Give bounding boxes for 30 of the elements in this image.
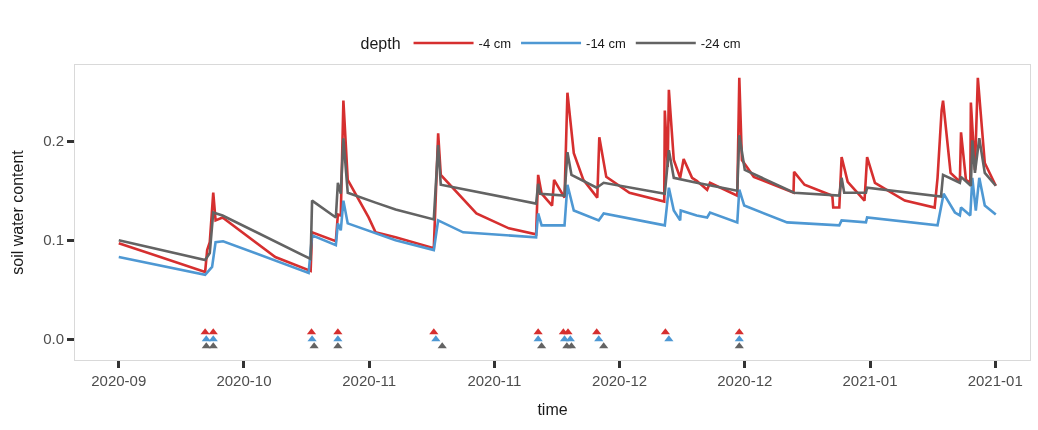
x-tick-label: 2021-01: [842, 372, 898, 389]
point: [208, 335, 218, 342]
point: [537, 342, 547, 349]
legend-label: -14 cm: [586, 36, 626, 52]
point: [437, 342, 447, 349]
point: [565, 335, 575, 342]
point: [734, 335, 744, 342]
y-tick-label: 0.0: [43, 330, 64, 348]
x-tick-label: 2020-11: [342, 372, 397, 389]
x-tick-label: 2020-11: [467, 372, 522, 389]
point: [208, 342, 218, 349]
x-tick-label: 2020-12: [717, 372, 773, 389]
line-series: [117, 133, 998, 262]
x-axis-title: time: [537, 400, 568, 418]
y-tick-label: 0.1: [43, 231, 64, 249]
y-axis-title: soil water content: [9, 149, 27, 275]
legend-label: -4 cm: [478, 36, 512, 52]
point: [599, 342, 609, 349]
point: [734, 342, 744, 349]
x-tick-label: 2020-12: [592, 372, 648, 389]
point: [594, 335, 604, 342]
legend-label: -24 cm: [700, 36, 741, 52]
point: [333, 342, 343, 349]
x-tick-label: 2021-01: [967, 372, 1023, 389]
x-tick-label: 2020-09: [91, 372, 147, 389]
point: [201, 342, 211, 349]
legend-title: depth: [360, 34, 401, 52]
y-tick-label: 0.2: [43, 132, 64, 150]
line-series: [117, 176, 998, 277]
x-tick-label: 2020-10: [216, 372, 272, 389]
